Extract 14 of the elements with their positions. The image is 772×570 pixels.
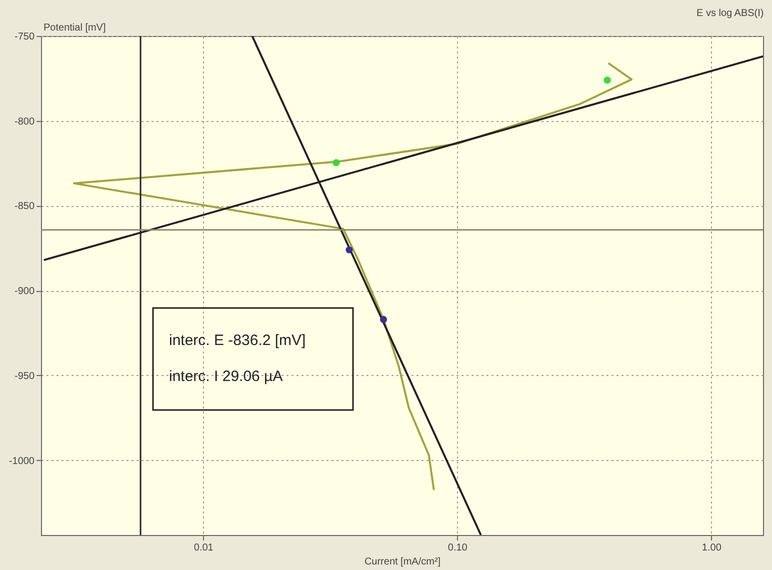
x-tick-label: 0.01 — [194, 542, 214, 554]
x-tick-label: 0.10 — [448, 542, 468, 554]
annotation: interc. I 29.06 µA — [169, 368, 283, 385]
x-tick-label: 1.00 — [702, 542, 722, 554]
y-tick-label: -950 — [14, 370, 35, 382]
chart-title: E vs log ABS(I) — [696, 8, 764, 19]
y-tick-label: -900 — [14, 286, 35, 298]
annotation: interc. E -836.2 [mV] — [169, 332, 306, 349]
y-axis-title: Potential [mV] — [44, 22, 106, 34]
x-axis-title: Current [mA/cm²] — [364, 556, 441, 568]
y-tick-label: -750 — [14, 32, 35, 42]
y-tick-label: -1000 — [8, 456, 35, 467]
y-tick-label: -850 — [14, 201, 35, 212]
y-tick-label: -800 — [14, 116, 35, 128]
